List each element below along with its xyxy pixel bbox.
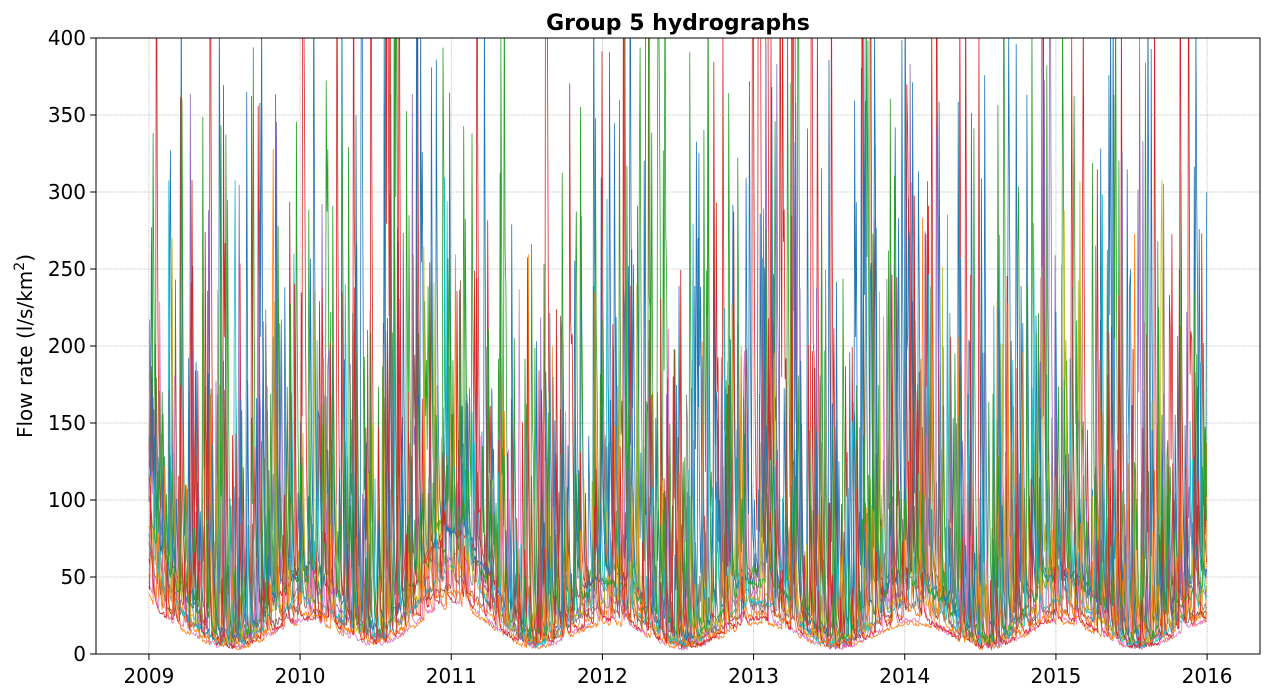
y-tick-label: 0	[73, 642, 86, 666]
x-tick-label: 2009	[123, 664, 174, 688]
y-tick-label: 300	[48, 180, 86, 204]
y-axis-label: Flow rate (l/s/km2)	[12, 254, 37, 438]
y-tick-label: 100	[48, 488, 86, 512]
y-axis-label-main: Flow rate (l/s/km	[13, 271, 37, 438]
y-tick-label: 50	[61, 565, 86, 589]
y-tick-label: 400	[48, 26, 86, 50]
y-axis-label-superscript: 2	[12, 262, 28, 271]
x-tick-label: 2016	[1182, 664, 1233, 688]
x-tick-label: 2013	[728, 664, 779, 688]
y-tick-label: 200	[48, 334, 86, 358]
x-tick-label: 2012	[577, 664, 628, 688]
y-axis-label-end: )	[13, 254, 37, 262]
y-tick-label: 250	[48, 257, 86, 281]
y-tick-label: 350	[48, 103, 86, 127]
x-tick-label: 2010	[275, 664, 326, 688]
series-layer	[148, 38, 1208, 651]
x-axis: 2009 2010 2011 2012 2013 2014 2015 2016	[123, 654, 1233, 688]
y-tick-label: 150	[48, 411, 86, 435]
series-line-14	[148, 182, 1207, 650]
x-tick-label: 2011	[426, 664, 477, 688]
x-tick-label: 2015	[1030, 664, 1081, 688]
x-tick-label: 2014	[879, 664, 930, 688]
chart-title: Group 5 hydrographs	[546, 11, 810, 36]
y-axis: 0 50 100 150 200 250 300 350 400	[48, 26, 96, 666]
